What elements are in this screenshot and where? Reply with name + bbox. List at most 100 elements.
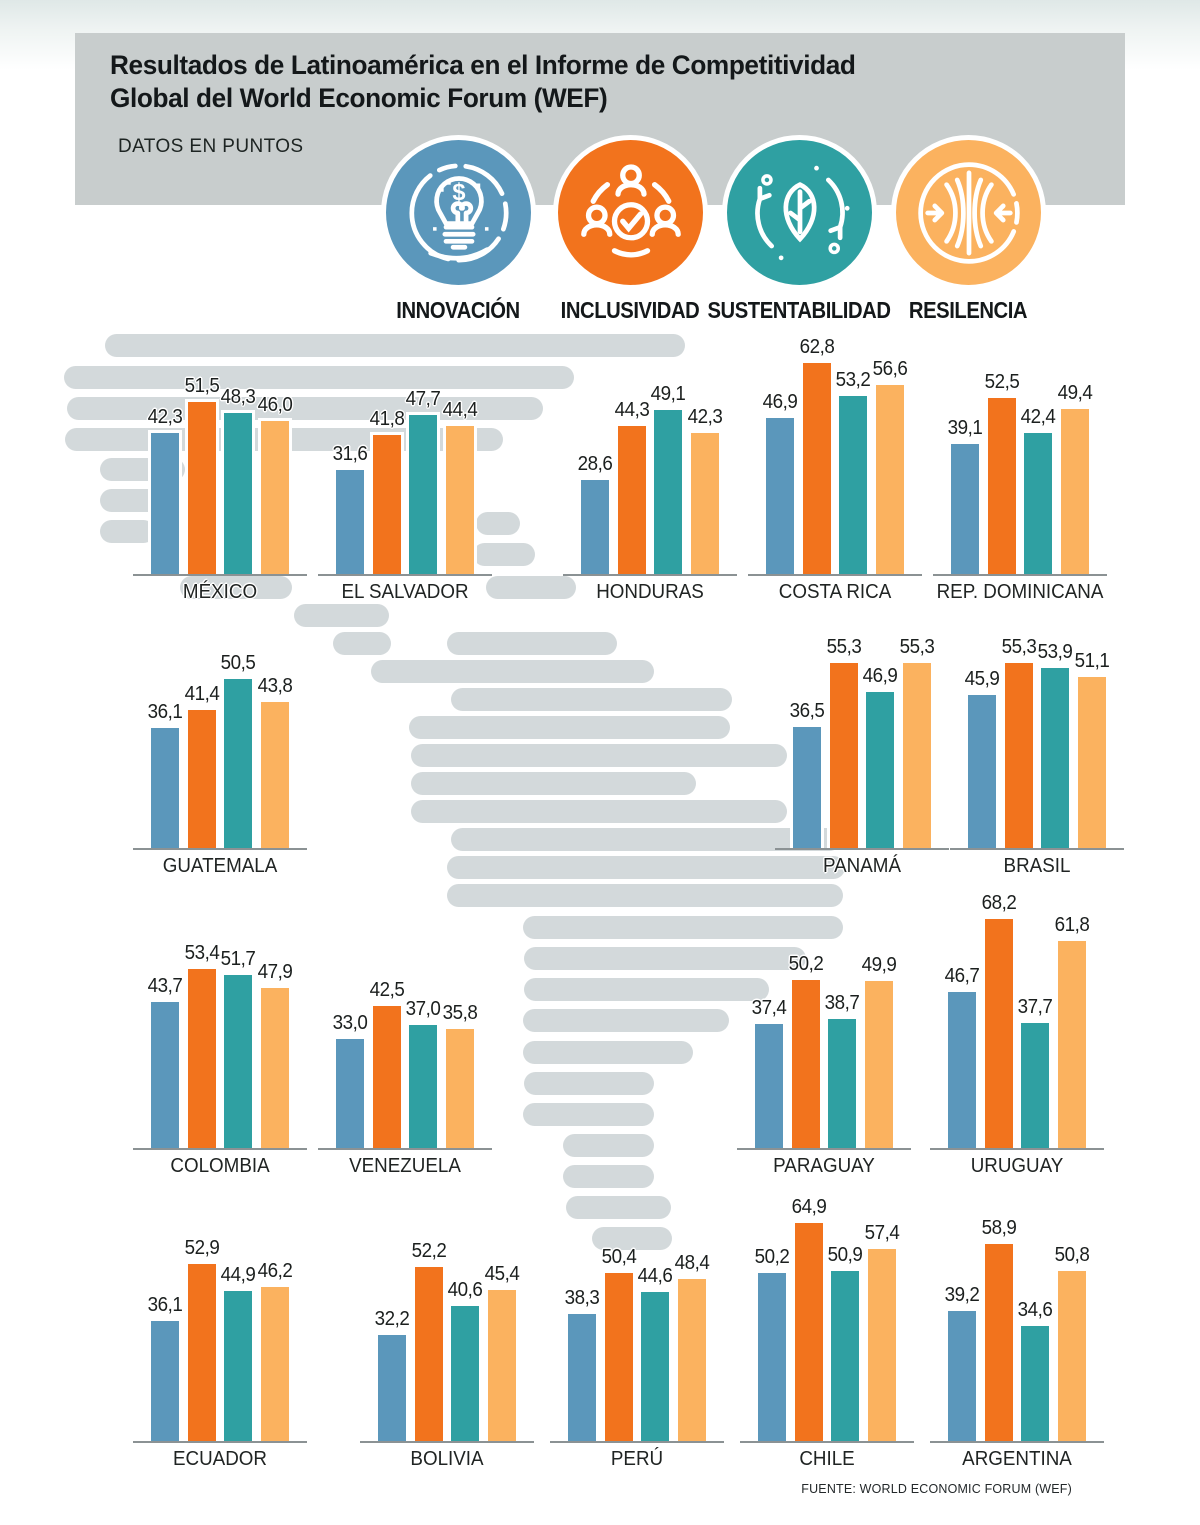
bar-value-label: 55,3 (899, 636, 935, 658)
bar-chart-ecuador: 36,1 52,9 44,9 46,2 (148, 1186, 293, 1441)
bar-resilencia: 46,2 (258, 1260, 293, 1441)
bar-value-label: 52,5 (984, 371, 1020, 393)
bar-value-label: 36,5 (789, 700, 825, 722)
map-shape-bar (294, 604, 389, 627)
bar-sustentabilidad: 37,0 (406, 998, 441, 1148)
bar-inclusividad: 52,9 (184, 1237, 219, 1441)
bar-resilencia: 48,4 (675, 1252, 710, 1441)
bar-value-label: 37,4 (751, 997, 787, 1019)
bar-sustentabilidad: 53,9 (1038, 641, 1073, 848)
country-label: REP. DOMINICANA (936, 581, 1104, 603)
legend-label: SUSTENTABILIDAD (707, 297, 891, 323)
bar-value-label: 50,9 (827, 1244, 863, 1266)
bar-value-label: 58,9 (981, 1217, 1017, 1239)
bar-value-label: 46,2 (257, 1260, 293, 1282)
bar-inclusividad: 68,2 (981, 892, 1016, 1148)
bar-innovación: 39,1 (948, 417, 983, 574)
bar-resilencia: 42,3 (688, 406, 723, 574)
map-shape-bar (523, 1009, 729, 1032)
lightbulb-dollar-icon: $ (408, 162, 509, 263)
map-shape-bar (592, 1227, 672, 1250)
bar-chart-rep-dominicana: 39,1 52,5 42,4 49,4 (948, 319, 1093, 574)
bar-inclusividad: 62,8 (799, 336, 834, 574)
bar-value-label: 62,8 (799, 336, 835, 358)
bar-innovación: 33,0 (333, 1012, 368, 1148)
country-label: URUGUAY (970, 1155, 1064, 1177)
chart-baseline (360, 1441, 534, 1443)
bar-value-label: 46,9 (862, 665, 898, 687)
bar-sustentabilidad: 50,5 (221, 652, 256, 848)
chart-baseline (933, 574, 1107, 576)
map-shape-bar (563, 1165, 654, 1188)
bar-sustentabilidad: 53,2 (836, 369, 871, 574)
bar-value-label: 39,1 (947, 417, 983, 439)
bar-value-label: 53,2 (835, 369, 871, 391)
bar-chart-argentina: 39,2 58,9 34,6 50,8 (944, 1186, 1090, 1441)
bar-sustentabilidad: 49,1 (651, 383, 686, 574)
bar-value-label: 38,7 (824, 992, 860, 1014)
bar-chart-el-salvador: 31,6 41,8 47,7 44,4 (333, 319, 478, 574)
page-subtitle: DATOS EN PUNTOS (118, 136, 304, 157)
map-shape-bar (523, 1103, 654, 1126)
map-shape-bar (451, 828, 841, 851)
bar-value-label: 42,3 (687, 406, 723, 428)
converging-arrows-icon (917, 161, 1020, 264)
bar-value-label: 44,6 (637, 1265, 673, 1287)
bar-resilencia: 47,9 (258, 961, 293, 1148)
bar-innovación: 46,7 (945, 965, 980, 1148)
bar-inclusividad: 52,5 (984, 371, 1019, 574)
chart-baseline (930, 1148, 1104, 1150)
bar-value-label: 42,5 (369, 979, 405, 1001)
map-shape-bar (100, 520, 155, 543)
bar-sustentabilidad: 40,6 (448, 1279, 483, 1441)
bar-sustentabilidad: 37,7 (1018, 996, 1053, 1148)
bar-value-label: 48,4 (674, 1252, 710, 1274)
bar-value-label: 55,3 (826, 636, 862, 658)
map-shape-bar (447, 884, 843, 907)
country-label: BRASIL (1003, 855, 1071, 877)
chart-baseline (133, 848, 307, 850)
legend-circle-people-check (553, 135, 708, 290)
chart-baseline (133, 1148, 307, 1150)
map-shape-bar (64, 366, 574, 389)
bar-inclusividad: 50,2 (788, 953, 823, 1148)
bar-inclusividad: 52,2 (411, 1240, 446, 1441)
bar-inclusividad: 50,4 (601, 1246, 636, 1441)
page-title: Resultados de Latinoamérica en el Inform… (110, 50, 856, 113)
country-label: CHILE (799, 1448, 855, 1470)
bar-value-label: 34,6 (1017, 1299, 1053, 1321)
country-label: HONDURAS (596, 581, 704, 603)
map-shape-bar (523, 916, 843, 939)
chart-baseline (318, 1148, 492, 1150)
bar-inclusividad: 44,3 (614, 399, 649, 574)
country-label: PARAGUAY (773, 1155, 875, 1177)
bar-value-label: 48,3 (220, 386, 256, 408)
bar-sustentabilidad: 48,3 (221, 386, 256, 574)
bar-chart-paraguay: 37,4 50,2 38,7 49,9 (751, 893, 897, 1148)
map-shape-bar (524, 947, 806, 970)
bar-resilencia: 46,0 (258, 394, 293, 574)
chart-baseline (133, 1441, 307, 1443)
bar-chart-venezuela: 33,0 42,5 37,0 35,8 (333, 893, 478, 1148)
map-shape-bar (105, 334, 685, 357)
bar-value-label: 42,3 (147, 406, 183, 428)
legend-label: INCLUSIVIDAD (560, 297, 700, 323)
bar-value-label: 57,4 (864, 1222, 900, 1244)
bar-value-label: 61,8 (1054, 914, 1090, 936)
bar-value-label: 49,9 (861, 954, 897, 976)
bar-value-label: 49,1 (650, 383, 686, 405)
bar-value-label: 39,2 (944, 1284, 980, 1306)
bar-innovación: 36,1 (148, 701, 183, 848)
map-shape-bar (180, 576, 292, 599)
bar-value-label: 56,6 (872, 358, 908, 380)
country-label: BOLIVIA (410, 1448, 484, 1470)
bar-innovación: 43,7 (148, 975, 183, 1148)
bar-innovación: 36,1 (148, 1294, 183, 1441)
country-label: VENEZUELA (349, 1155, 461, 1177)
bar-chart-chile: 50,2 64,9 50,9 57,4 (755, 1186, 900, 1441)
bar-value-label: 51,7 (220, 948, 256, 970)
chart-baseline (563, 574, 737, 576)
map-shape-bar (524, 1072, 654, 1095)
bar-value-label: 43,8 (257, 675, 293, 697)
bar-value-label: 55,3 (1001, 636, 1037, 658)
